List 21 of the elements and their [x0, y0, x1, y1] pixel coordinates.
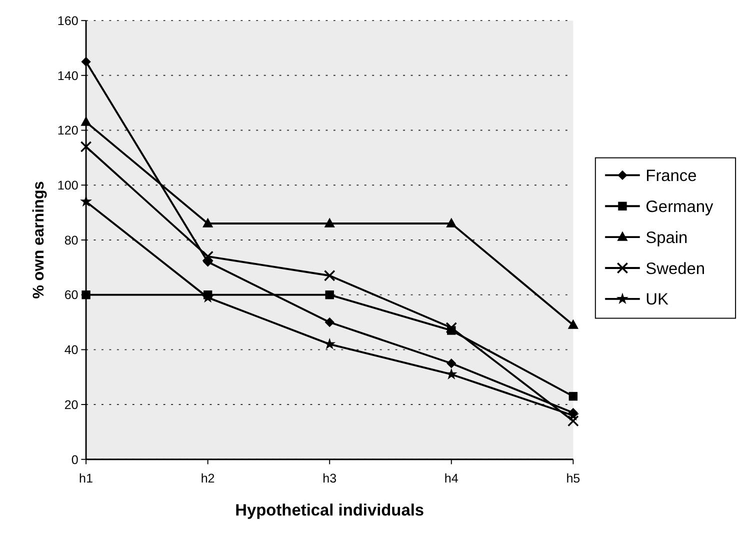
x-tick-label: h2	[200, 472, 215, 486]
y-tick-label: 20	[64, 398, 78, 412]
y-tick-label: 0	[71, 452, 78, 467]
x-axis-title: Hypothetical individuals	[235, 501, 424, 520]
x-tick-label: h1	[79, 472, 94, 486]
legend-label: Germany	[646, 198, 714, 216]
y-tick-label: 160	[57, 14, 78, 28]
x-tick-label: h4	[444, 472, 458, 486]
y-tick-label: 120	[57, 124, 78, 138]
legend-label: Sweden	[646, 260, 706, 278]
y-tick-label: 40	[64, 343, 78, 358]
y-tick-label: 60	[64, 288, 78, 302]
y-axis-title: % own earnings	[30, 181, 48, 299]
y-tick-label: 140	[57, 68, 78, 83]
legend-label: UK	[646, 290, 669, 309]
x-tick-label: h5	[566, 472, 580, 486]
legend-label: Spain	[646, 228, 688, 247]
x-tick-label: h3	[322, 472, 337, 486]
y-tick-label: 100	[57, 178, 78, 193]
y-tick-label: 80	[64, 233, 78, 248]
legend-label: France	[646, 166, 697, 185]
